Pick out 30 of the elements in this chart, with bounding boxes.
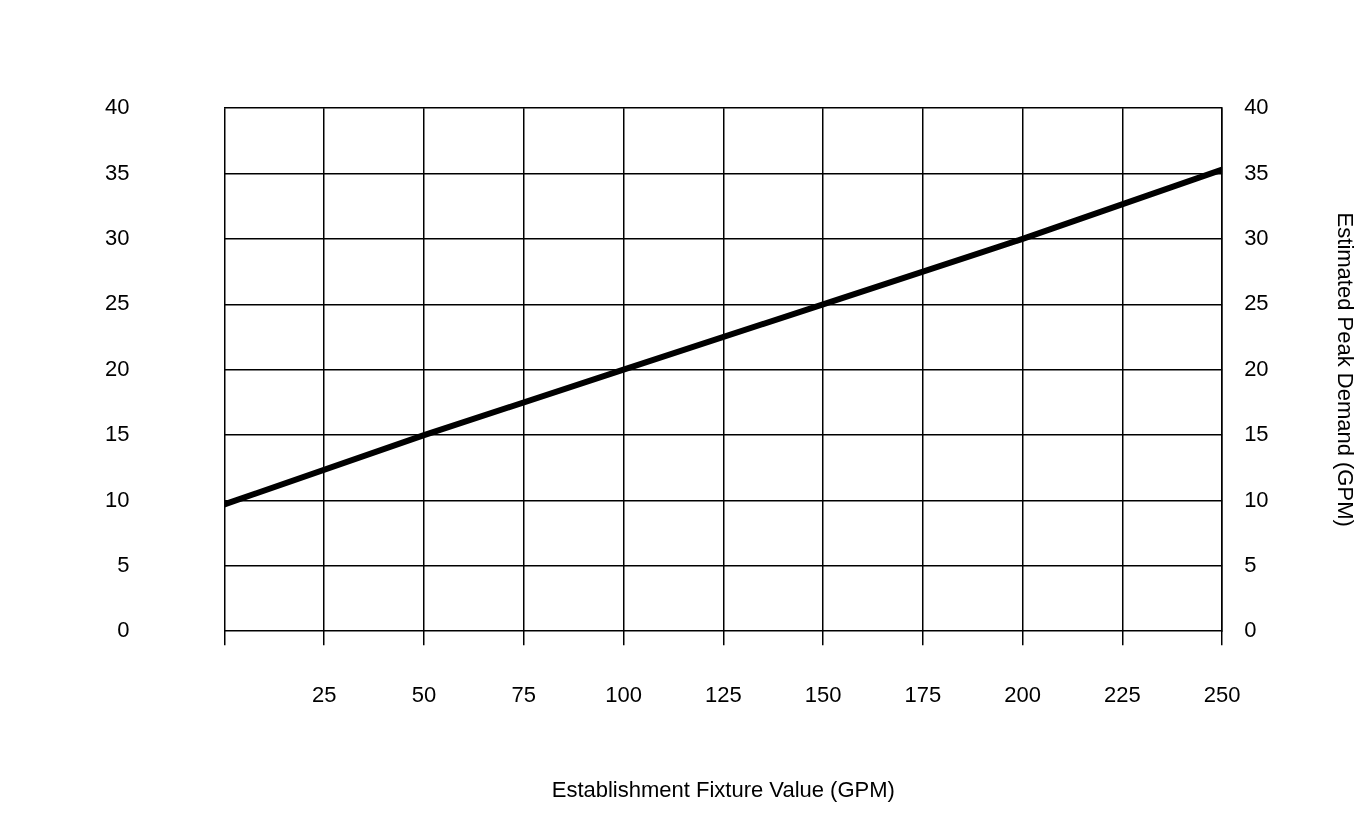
y2-tick-label: 35 bbox=[1244, 159, 1269, 185]
x-tick-label: 175 bbox=[904, 682, 942, 708]
y2-tick-label: 25 bbox=[1244, 290, 1269, 316]
y-tick-label: 20 bbox=[104, 355, 130, 381]
x-tick-label: 25 bbox=[311, 682, 337, 708]
y-tick-label: 40 bbox=[104, 94, 130, 120]
x-tick-label: 200 bbox=[1004, 682, 1041, 708]
x-tick-label: 250 bbox=[1203, 682, 1241, 708]
x-tick-label: 100 bbox=[605, 682, 642, 708]
y2-tick-label: 0 bbox=[1244, 617, 1257, 643]
y2-tick-label: 15 bbox=[1244, 421, 1269, 447]
y2-tick-label: 5 bbox=[1244, 551, 1257, 577]
x-tick-label: 50 bbox=[411, 682, 437, 708]
x-axis-title: Establishment Fixture Value (GPM) bbox=[551, 776, 895, 802]
y2-tick-label: 10 bbox=[1244, 486, 1269, 512]
y-tick-label: 35 bbox=[104, 159, 130, 185]
y2-tick-label: 20 bbox=[1244, 355, 1269, 381]
x-tick-label: 225 bbox=[1104, 682, 1141, 708]
x-tick-label: 150 bbox=[804, 682, 842, 708]
y-tick-label: 0 bbox=[117, 617, 130, 643]
y-tick-label: 15 bbox=[104, 421, 130, 447]
y2-axis-title: Estimated Peak Demand (GPM) bbox=[1332, 212, 1358, 527]
y-tick-label: 5 bbox=[117, 551, 130, 577]
y-tick-label: 25 bbox=[104, 290, 130, 316]
x-tick-label: 75 bbox=[511, 682, 537, 708]
y2-tick-label: 30 bbox=[1244, 225, 1269, 251]
y2-tick-label: 40 bbox=[1244, 94, 1269, 120]
x-tick-label: 125 bbox=[704, 682, 742, 708]
y-tick-label: 30 bbox=[104, 225, 130, 251]
y-tick-label: 10 bbox=[104, 486, 130, 512]
